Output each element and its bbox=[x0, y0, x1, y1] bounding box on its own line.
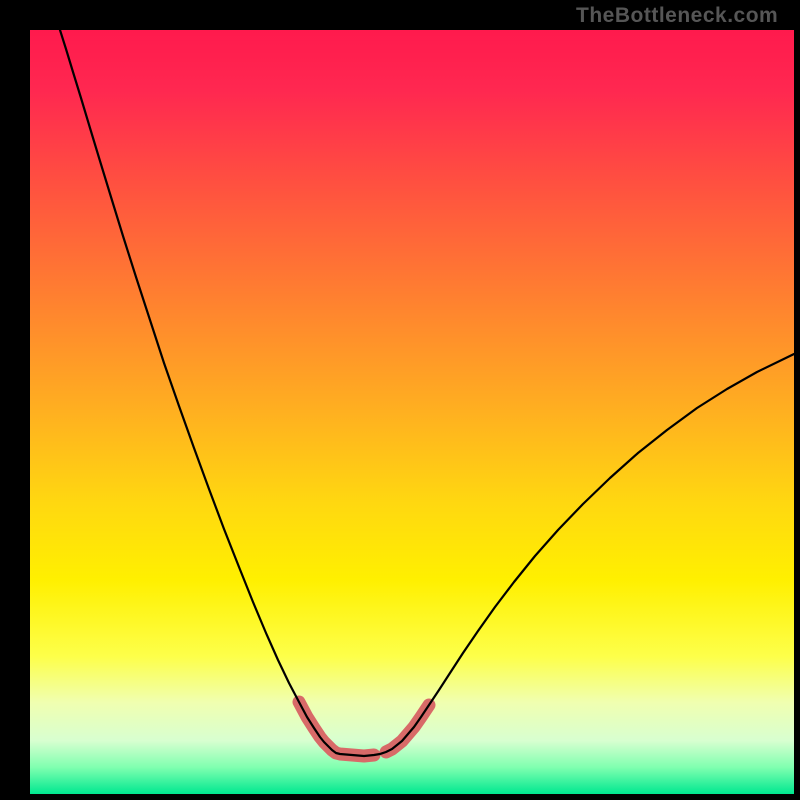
highlight-segment bbox=[299, 702, 374, 756]
chart-overlay bbox=[0, 0, 800, 800]
bottleneck-curve bbox=[60, 30, 794, 756]
highlight-segment bbox=[386, 705, 429, 752]
